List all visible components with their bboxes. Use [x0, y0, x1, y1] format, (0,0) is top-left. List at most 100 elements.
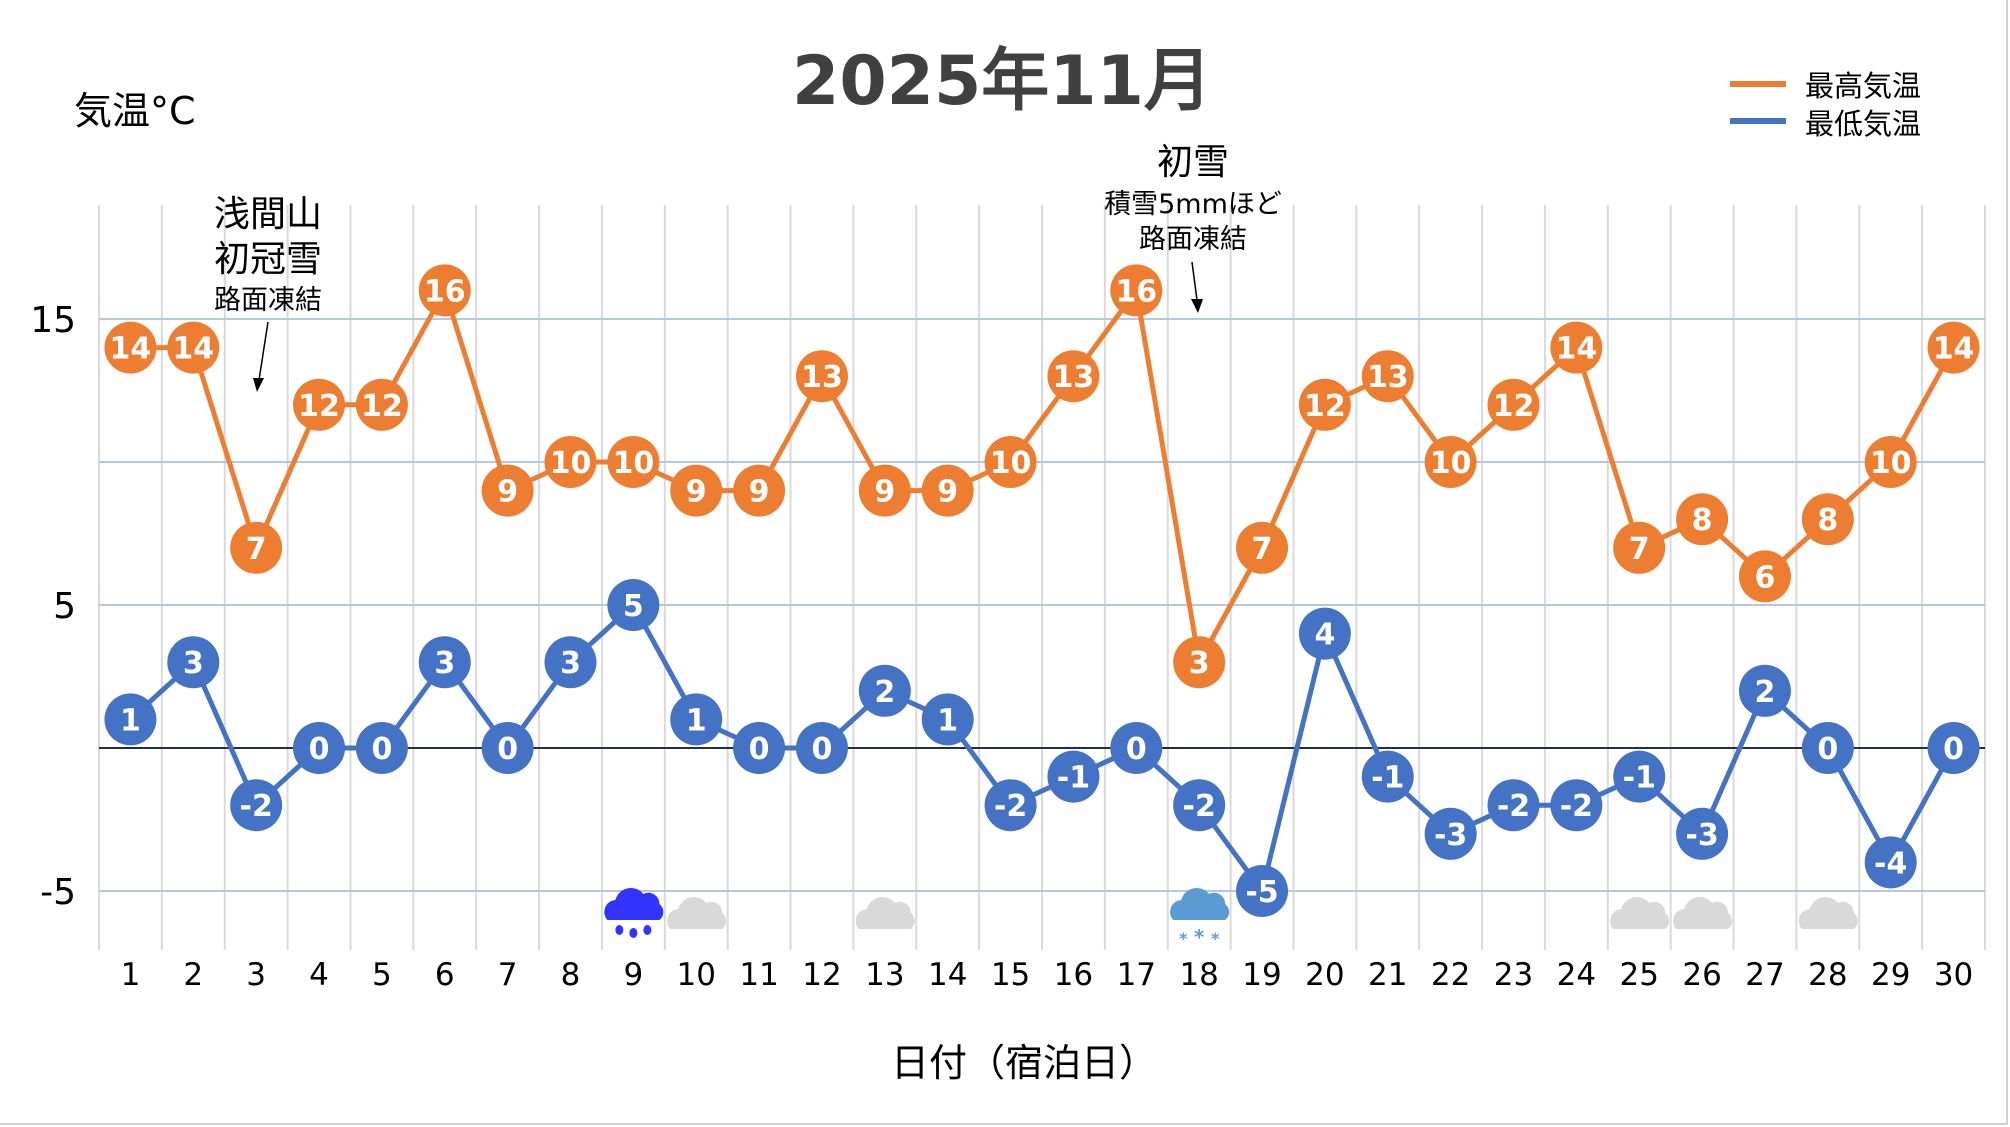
vertical-gridlines — [98, 205, 1986, 950]
data-marker — [733, 464, 786, 517]
data-marker — [1487, 378, 1540, 431]
data-marker — [544, 436, 597, 488]
annotation-text: 初雪 — [1157, 142, 1229, 183]
data-label: -2 — [1183, 789, 1216, 824]
data-marker — [1550, 321, 1603, 374]
y-axis-title: 気温°C — [74, 89, 196, 133]
data-marker — [1173, 779, 1226, 832]
data-label: -2 — [1497, 789, 1530, 824]
min-temp-point: 4 — [1298, 607, 1351, 660]
data-marker — [481, 722, 534, 774]
x-tick-label: 5 — [372, 957, 392, 993]
max-temp-point: 12 — [1298, 378, 1351, 431]
cloud-shape — [1170, 887, 1230, 920]
data-marker — [481, 464, 534, 517]
min-temp-point: 2 — [1738, 664, 1791, 717]
data-label: 14 — [172, 332, 214, 367]
data-marker — [1298, 607, 1351, 660]
weather-icons: * * * — [604, 887, 1858, 949]
x-tick-label: 22 — [1431, 957, 1470, 993]
data-label: 2 — [874, 675, 895, 710]
data-marker — [1047, 350, 1100, 403]
data-label: 0 — [371, 732, 392, 767]
x-tick-label: 9 — [623, 957, 643, 993]
max-temp-point: 13 — [1361, 350, 1414, 403]
data-label: 1 — [686, 703, 707, 738]
data-label: 12 — [298, 389, 340, 424]
min-temp-point: -3 — [1424, 807, 1477, 860]
data-label: 2 — [1755, 675, 1776, 710]
data-marker — [1801, 493, 1854, 546]
x-tick-label: 6 — [435, 957, 455, 993]
data-label: -2 — [994, 789, 1027, 824]
data-marker — [984, 779, 1037, 832]
data-marker — [1613, 750, 1666, 803]
data-label: 16 — [1115, 274, 1157, 309]
x-tick-label: 12 — [802, 957, 841, 993]
y-tick-label: 5 — [53, 586, 76, 627]
cloud-shape — [604, 887, 664, 920]
horizontal-gridlines — [99, 318, 1985, 892]
data-label: 0 — [1126, 732, 1147, 767]
cloud-icon — [1673, 896, 1733, 929]
data-marker — [544, 636, 597, 689]
data-marker — [858, 464, 911, 517]
snowflake: * — [1211, 929, 1220, 948]
min-temp-point: 3 — [418, 636, 471, 689]
min-temp-point: 0 — [1110, 722, 1163, 774]
chart-title: 2025年11月 — [792, 42, 1212, 121]
data-label: 0 — [749, 732, 770, 767]
x-axis-title: 日付（宿泊日） — [891, 1041, 1157, 1085]
x-tick-label: 14 — [928, 957, 967, 993]
data-marker — [858, 664, 911, 717]
data-marker — [293, 378, 346, 431]
data-marker — [1361, 750, 1414, 803]
data-marker — [670, 464, 723, 517]
data-marker — [1487, 779, 1540, 832]
data-label: 6 — [1755, 560, 1776, 595]
x-tick-label: 30 — [1934, 957, 1973, 993]
min-temp-point: -1 — [1047, 750, 1100, 803]
raindrop — [629, 928, 638, 938]
data-marker — [1550, 779, 1603, 832]
max-temp-point: 14 — [167, 321, 220, 374]
legend-label-min: 最低気温 — [1805, 107, 1921, 141]
cloud-shape — [1673, 896, 1733, 929]
data-label: 12 — [1304, 389, 1346, 424]
data-label: 14 — [110, 332, 152, 367]
data-marker — [355, 722, 408, 774]
annotation-arrow-line — [258, 321, 269, 381]
data-marker — [104, 321, 157, 374]
min-temp-point: -2 — [984, 779, 1037, 832]
min-temp-point: -2 — [230, 779, 283, 832]
data-marker — [167, 636, 220, 689]
data-marker — [921, 464, 974, 517]
data-label: 7 — [246, 532, 267, 567]
x-tick-label: 11 — [739, 957, 778, 993]
min-temp-point: -2 — [1550, 779, 1603, 832]
data-marker — [1864, 836, 1917, 889]
cloud-shape — [855, 896, 915, 929]
x-tick-labels: 1 2 3 4 5 6 7 8 9 10 11 12 13 14 15 16 17 18 19 20 21 22 23 24 2… — [121, 957, 1974, 993]
max-temp-point: 10 — [607, 436, 660, 488]
data-marker — [230, 779, 283, 832]
min-temp-point: 0 — [733, 722, 786, 774]
data-label: -1 — [1623, 761, 1656, 796]
data-marker — [1424, 436, 1477, 488]
x-tick-label: 3 — [246, 957, 266, 993]
min-temp-point: 0 — [481, 722, 534, 774]
cloud-shape — [1798, 896, 1858, 929]
annotation-text: 路面凍結 — [214, 285, 322, 316]
annotation-arrow-head — [1191, 299, 1203, 313]
max-temp-point: 10 — [984, 436, 1037, 488]
cloud-shape — [1610, 896, 1670, 929]
max-temp-point: 10 — [1864, 436, 1917, 488]
data-label: 1 — [120, 703, 141, 738]
raindrop — [615, 925, 624, 935]
min-temp-point: -1 — [1361, 750, 1414, 803]
data-marker — [733, 722, 786, 774]
data-marker — [670, 693, 723, 746]
x-tick-label: 2 — [183, 957, 203, 993]
rain-cloud-icon — [604, 887, 664, 938]
